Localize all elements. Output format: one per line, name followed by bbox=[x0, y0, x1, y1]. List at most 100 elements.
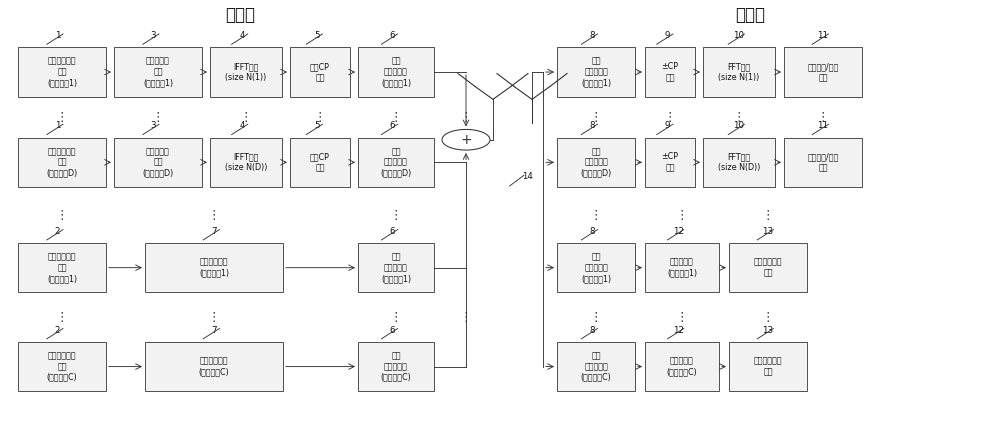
Text: 9: 9 bbox=[665, 121, 670, 130]
Text: 发射
子带滤波器
(通信子带D): 发射 子带滤波器 (通信子带D) bbox=[380, 147, 412, 178]
Text: 测量数据生成
模块
(测量子带C): 测量数据生成 模块 (测量子带C) bbox=[47, 351, 77, 382]
Text: ⋮: ⋮ bbox=[390, 209, 402, 221]
FancyBboxPatch shape bbox=[729, 243, 807, 292]
Text: 接收端: 接收端 bbox=[735, 6, 765, 24]
Text: ⋮: ⋮ bbox=[56, 310, 68, 324]
Text: 9: 9 bbox=[665, 31, 670, 40]
Text: 2: 2 bbox=[55, 227, 60, 236]
Text: 6: 6 bbox=[389, 227, 395, 236]
FancyBboxPatch shape bbox=[18, 47, 106, 97]
Text: 添加CP
模块: 添加CP 模块 bbox=[310, 62, 330, 82]
Text: ⋮: ⋮ bbox=[762, 209, 774, 221]
Text: ⋮: ⋮ bbox=[664, 111, 676, 124]
FancyBboxPatch shape bbox=[645, 342, 719, 391]
Text: 发送端: 发送端 bbox=[225, 6, 255, 24]
FancyBboxPatch shape bbox=[210, 47, 282, 97]
Text: 13: 13 bbox=[762, 227, 774, 236]
FancyBboxPatch shape bbox=[18, 243, 106, 292]
Text: 接收
子带滤波器
(测量子带1): 接收 子带滤波器 (测量子带1) bbox=[581, 252, 611, 283]
FancyBboxPatch shape bbox=[114, 138, 202, 187]
Text: ⋮: ⋮ bbox=[390, 111, 402, 124]
Text: ⋮: ⋮ bbox=[590, 310, 602, 324]
Text: 发射
子带滤波器
(通信子带1): 发射 子带滤波器 (通信子带1) bbox=[381, 57, 411, 87]
Text: IFFT模块
(size N(D)): IFFT模块 (size N(D)) bbox=[225, 153, 267, 172]
FancyBboxPatch shape bbox=[114, 47, 202, 97]
Text: ⋮: ⋮ bbox=[56, 209, 68, 221]
Text: ⋮: ⋮ bbox=[240, 111, 252, 124]
Text: IFFT模块
(size N(1)): IFFT模块 (size N(1)) bbox=[225, 62, 267, 82]
FancyBboxPatch shape bbox=[557, 138, 635, 187]
FancyBboxPatch shape bbox=[557, 47, 635, 97]
Text: 13: 13 bbox=[762, 326, 774, 335]
Text: 11: 11 bbox=[818, 121, 829, 130]
FancyBboxPatch shape bbox=[358, 47, 434, 97]
Text: 8: 8 bbox=[589, 121, 595, 130]
Text: 下变频模块
(测量子带C): 下变频模块 (测量子带C) bbox=[667, 357, 697, 376]
Text: 接收
子带滤波器
(通信子带D): 接收 子带滤波器 (通信子带D) bbox=[580, 147, 612, 178]
Text: ⋮: ⋮ bbox=[390, 310, 402, 324]
Text: ⋮: ⋮ bbox=[460, 310, 472, 324]
Text: 6: 6 bbox=[389, 31, 395, 40]
Text: 10: 10 bbox=[733, 31, 745, 40]
Text: ⋮: ⋮ bbox=[590, 209, 602, 221]
Text: 6: 6 bbox=[389, 326, 395, 335]
Text: +: + bbox=[460, 133, 472, 147]
Text: ⋮: ⋮ bbox=[460, 111, 472, 124]
Text: 信号检测/解调
模块: 信号检测/解调 模块 bbox=[807, 153, 839, 172]
Text: 子载波映射
模块
(通信子带1): 子载波映射 模块 (通信子带1) bbox=[143, 57, 173, 87]
Text: 通信数据生成
模块
(通信子带D): 通信数据生成 模块 (通信子带D) bbox=[46, 147, 78, 178]
FancyBboxPatch shape bbox=[557, 243, 635, 292]
Text: ±CP
模块: ±CP 模块 bbox=[662, 62, 678, 82]
Text: 4: 4 bbox=[240, 121, 245, 130]
Text: 测量数据生成
模块
(测量子带1): 测量数据生成 模块 (测量子带1) bbox=[47, 252, 77, 283]
Text: ⋮: ⋮ bbox=[762, 310, 774, 324]
Text: 7: 7 bbox=[211, 227, 217, 236]
Text: 3: 3 bbox=[151, 121, 156, 130]
Text: 2: 2 bbox=[55, 326, 60, 335]
Text: ⋮: ⋮ bbox=[676, 310, 688, 324]
Text: 接收
子带滤波器
(通信子带1): 接收 子带滤波器 (通信子带1) bbox=[581, 57, 611, 87]
Text: 6: 6 bbox=[389, 121, 395, 130]
Text: 14: 14 bbox=[522, 172, 532, 181]
Text: 通信数据生成
模块
(通信子带1): 通信数据生成 模块 (通信子带1) bbox=[47, 57, 77, 87]
Text: ⋮: ⋮ bbox=[733, 111, 745, 124]
FancyBboxPatch shape bbox=[645, 47, 695, 97]
Text: 1: 1 bbox=[55, 121, 60, 130]
FancyBboxPatch shape bbox=[18, 342, 106, 391]
Text: 扩频信号处理
模块: 扩频信号处理 模块 bbox=[754, 258, 782, 277]
Text: ⋮: ⋮ bbox=[56, 111, 68, 124]
Text: ⋮: ⋮ bbox=[817, 111, 829, 124]
Text: 1: 1 bbox=[55, 31, 60, 40]
Text: ⋮: ⋮ bbox=[152, 111, 164, 124]
Text: 发射
子带滤波器
(测量子带C): 发射 子带滤波器 (测量子带C) bbox=[381, 351, 411, 382]
Text: 4: 4 bbox=[240, 31, 245, 40]
Text: 8: 8 bbox=[589, 326, 595, 335]
FancyBboxPatch shape bbox=[557, 342, 635, 391]
FancyBboxPatch shape bbox=[645, 243, 719, 292]
FancyBboxPatch shape bbox=[358, 243, 434, 292]
Text: 添加CP
模块: 添加CP 模块 bbox=[310, 153, 330, 172]
FancyBboxPatch shape bbox=[290, 138, 350, 187]
FancyBboxPatch shape bbox=[358, 138, 434, 187]
FancyBboxPatch shape bbox=[18, 138, 106, 187]
Text: 11: 11 bbox=[818, 31, 829, 40]
FancyBboxPatch shape bbox=[145, 342, 283, 391]
Text: ⋮: ⋮ bbox=[208, 310, 220, 324]
Text: 接收
子带滤波器
(测量子带C): 接收 子带滤波器 (测量子带C) bbox=[581, 351, 611, 382]
FancyBboxPatch shape bbox=[703, 138, 775, 187]
FancyBboxPatch shape bbox=[645, 138, 695, 187]
Text: ⋮: ⋮ bbox=[676, 209, 688, 221]
Text: 发射
子带滤波器
(测量子带1): 发射 子带滤波器 (测量子带1) bbox=[381, 252, 411, 283]
Text: 8: 8 bbox=[589, 227, 595, 236]
Text: ⋮: ⋮ bbox=[314, 111, 326, 124]
Text: FFT模块
(size N(1)): FFT模块 (size N(1)) bbox=[718, 62, 760, 82]
Text: 5: 5 bbox=[314, 31, 320, 40]
FancyBboxPatch shape bbox=[358, 342, 434, 391]
Text: 7: 7 bbox=[211, 326, 217, 335]
Text: 3: 3 bbox=[151, 31, 156, 40]
Text: 子载波映射
模块
(通信子带D): 子载波映射 模块 (通信子带D) bbox=[142, 147, 174, 178]
Text: 扩频信号处理
模块: 扩频信号处理 模块 bbox=[754, 357, 782, 376]
FancyBboxPatch shape bbox=[703, 47, 775, 97]
Text: ⋮: ⋮ bbox=[208, 209, 220, 221]
Text: 12: 12 bbox=[673, 326, 684, 335]
